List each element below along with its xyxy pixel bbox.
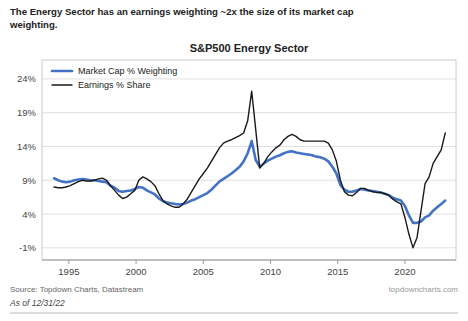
subtitle: weighting. [9,19,57,30]
x-tick-label: 2010 [260,266,281,277]
source: Source: Topdown Charts, Datastream [10,285,144,294]
y-tick-label: -1% [19,242,36,253]
series-group [54,91,445,248]
background [0,0,468,321]
y-tick-label: 9% [22,175,36,186]
series-line [54,91,445,248]
x-tick-label: 2015 [327,266,348,277]
grid [42,79,456,248]
chart: The Energy Sector has an earnings weight… [0,0,468,321]
grid-line [42,214,456,215]
y-tick-label: 4% [22,209,36,220]
x-tick [337,260,338,264]
x-tick [270,260,271,264]
subtitle: The Energy Sector has an earnings weight… [10,6,354,17]
x-tick [136,260,137,264]
grid-line [42,247,456,248]
x-tick [203,260,204,264]
y-tick-label: 19% [17,107,37,118]
x-tick-label: 2005 [193,266,214,277]
separator [10,313,458,314]
source-site: topdowncharts.com [389,285,459,294]
footer: As of 12/31/22 [9,298,65,308]
legend-label: Earnings % Share [78,80,151,90]
title: S&P500 Energy Sector [190,42,309,54]
legend-swatch [52,70,72,73]
x-tick-label: 2000 [126,266,147,277]
series-line [54,141,445,223]
x-tick [68,260,69,264]
y-tick-label: 24% [17,73,37,84]
x-tick-label: 2020 [394,266,415,277]
y-tick-label: 14% [17,141,37,152]
plot-frame [42,60,456,260]
x-axis-line [42,260,456,261]
x-tick [404,260,405,264]
legend: Market Cap % Weighting Earnings % Share [52,66,177,90]
legend-swatch [52,84,72,85]
x-tick-label: 1995 [58,266,79,277]
legend-label: Market Cap % Weighting [78,66,177,76]
